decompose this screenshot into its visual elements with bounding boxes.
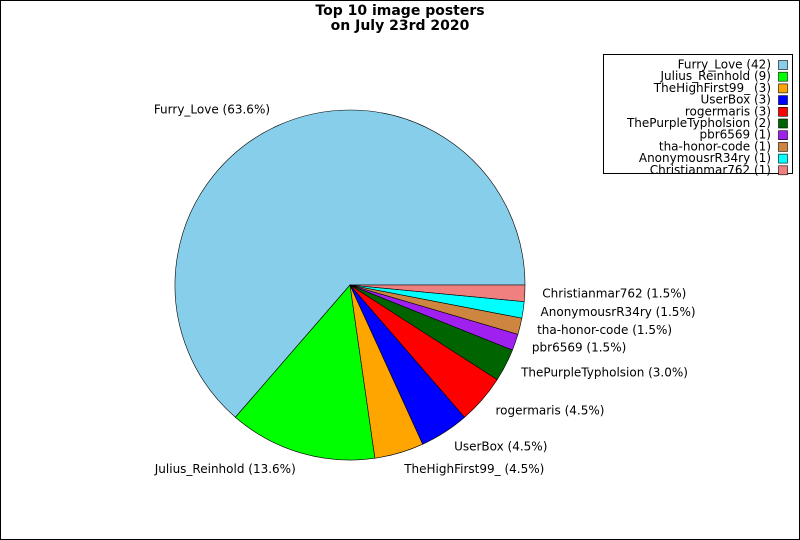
legend-label: pbr6569 (1) [699, 128, 771, 142]
slice-label: Julius_Reinhold (13.6%) [154, 462, 296, 476]
legend-swatch [778, 83, 788, 94]
slice-label: Christianmar762 (1.5%) [542, 287, 686, 301]
legend-box [603, 54, 793, 174]
legend-swatch [778, 95, 788, 105]
legend-label: TheHighFirst99_ (3) [653, 81, 771, 95]
legend-label: rogermaris (3) [685, 104, 771, 118]
slice-label: UserBox (4.5%) [454, 439, 547, 453]
legend-label: ThePurpleTypholsion (2) [626, 116, 771, 130]
legend-swatch [778, 107, 788, 117]
slice-label: AnonymousrR34ry (1.5%) [541, 305, 696, 319]
legend-swatch [778, 60, 788, 70]
legend-swatch [778, 130, 788, 140]
legend-label: tha-honor-code (1) [659, 139, 771, 153]
legend-label: Christianmar762 (1) [650, 163, 771, 177]
pie-slice [349, 284, 526, 302]
chart-title: Top 10 image posters [315, 3, 484, 19]
pie-slice [174, 109, 526, 418]
legend-swatch [778, 165, 788, 176]
legend: Furry_Love (42)Julius_Reinhold (9)TheHig… [603, 54, 793, 177]
slice-label: Furry_Love (63.6%) [154, 102, 270, 116]
slice-label: pbr6569 (1.5%) [532, 340, 626, 354]
pie-slice [234, 284, 376, 461]
legend-label: Furry_Love (42) [678, 58, 771, 72]
slice-label: TheHighFirst99_ (4.5%) [403, 462, 544, 476]
legend-label: AnonymousrR34ry (1) [639, 151, 771, 165]
slice-label: tha-honor-code (1.5%) [537, 323, 672, 337]
slice-label: ThePurpleTypholsion (3.0%) [520, 366, 688, 380]
slice-label: rogermaris (4.5%) [495, 404, 604, 418]
legend-swatch [778, 153, 788, 164]
legend-swatch [778, 118, 788, 129]
legend-label: Julius_Reinhold (9) [659, 69, 771, 83]
legend-label: UserBox (3) [701, 93, 771, 107]
legend-swatch [778, 142, 788, 152]
legend-swatch [778, 71, 788, 82]
chart-subtitle: on July 23rd 2020 [331, 18, 470, 34]
